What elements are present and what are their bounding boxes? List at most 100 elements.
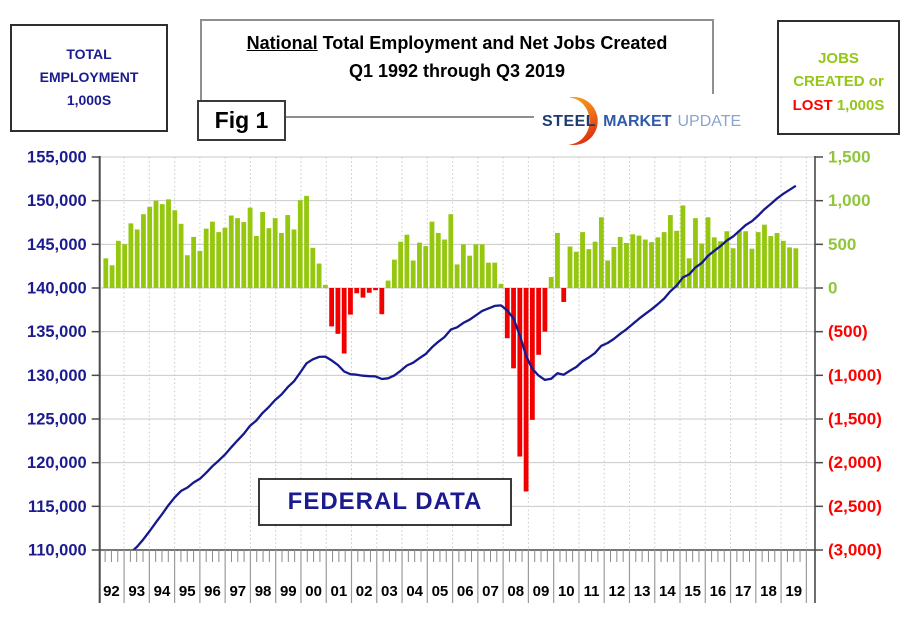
jobs-lost-bar	[354, 288, 360, 294]
jobs-created-bar	[266, 228, 272, 288]
jobs-created-bar	[486, 262, 491, 288]
chart-title-rest: Total Employment and Net Jobs Created	[317, 33, 668, 53]
jobs-created-bar	[705, 217, 711, 288]
jobs-lost-bar	[542, 288, 548, 332]
y-right-tick-label: (2,500)	[828, 497, 882, 516]
jobs-lost-bar	[366, 288, 372, 293]
jobs-created-bar	[210, 221, 215, 288]
year-label: 09	[533, 583, 550, 600]
jobs-lost-bar	[379, 288, 385, 315]
year-label: 94	[154, 583, 171, 600]
smu-logo: STEEL MARKET UPDATE	[534, 94, 741, 148]
chart-title: National Total Employment and Net Jobs C…	[202, 33, 712, 54]
jobs-created-bar	[391, 259, 397, 288]
jobs-created-bar	[291, 229, 297, 288]
jobs-created-bar	[103, 258, 109, 288]
jobs-created-bar	[272, 218, 278, 288]
year-label: 19	[785, 583, 802, 600]
year-label: 06	[457, 583, 474, 600]
jobs-created-bar	[460, 244, 466, 288]
y-gridlines	[99, 156, 815, 507]
y-right-tick-label: (500)	[828, 322, 868, 341]
year-label: 12	[608, 583, 625, 600]
y-left-tick-label: 115,000	[28, 498, 87, 516]
x-axis-ticks	[104, 550, 807, 603]
chart-title-emphasis: National	[246, 33, 318, 53]
right-axis-title-lost-word: LOST	[792, 96, 833, 114]
right-axis-title-line1: JOBS	[818, 50, 859, 67]
year-label: 93	[128, 583, 145, 600]
jobs-created-bar	[598, 217, 604, 288]
federal-data-label: FEDERAL DATA	[258, 478, 512, 526]
year-label: 97	[229, 583, 246, 600]
jobs-lost-bar	[335, 288, 341, 334]
jobs-created-bar	[724, 231, 730, 288]
jobs-created-bar	[718, 241, 723, 288]
jobs-created-bar	[755, 232, 761, 288]
year-label: 13	[634, 583, 651, 600]
employment-line-path	[131, 184, 797, 550]
net-jobs-bars	[103, 195, 799, 492]
jobs-lost-bar	[348, 288, 353, 315]
y-left-tick-label: 135,000	[27, 323, 87, 341]
jobs-created-bar	[492, 262, 498, 288]
jobs-created-bar	[636, 235, 642, 288]
jobs-created-bar	[548, 277, 554, 288]
jobs-created-bar	[611, 246, 617, 288]
jobs-created-bar	[605, 260, 611, 288]
jobs-created-bar	[398, 241, 404, 288]
jobs-created-bar	[580, 232, 585, 288]
right-axis-title-box: JOBS CREATED or LOST 1,000S	[777, 20, 900, 135]
right-axis-title-units: 1,000S	[836, 96, 885, 114]
jobs-lost-bar	[561, 288, 567, 302]
jobs-created-bar	[435, 232, 441, 288]
y-right-tick-label: (1,000)	[828, 366, 882, 385]
jobs-created-bar	[285, 215, 291, 288]
jobs-lost-bar	[504, 288, 510, 339]
jobs-created-bar	[749, 248, 755, 288]
jobs-created-bar	[109, 265, 115, 288]
jobs-created-bar	[316, 263, 322, 288]
year-label: 04	[406, 583, 423, 600]
y-left-tick-label: 120,000	[27, 454, 87, 472]
smu-logo-word-update: UPDATE	[677, 113, 742, 130]
jobs-created-bar	[423, 246, 429, 288]
jobs-created-bar	[630, 234, 636, 288]
year-label: 15	[684, 583, 701, 600]
x-axis-year-labels: 92 93 94 95 96 97 98 99 00 01 02 03 04 05 06 07 08 09 10 11…	[103, 583, 802, 600]
jobs-created-bar	[304, 195, 309, 288]
jobs-created-bar	[498, 283, 504, 288]
y-right-tick-label: (3,000)	[828, 541, 882, 560]
year-label: 16	[710, 583, 727, 600]
jobs-created-bar	[216, 232, 222, 288]
jobs-created-bar	[410, 260, 416, 288]
jobs-created-bar	[730, 248, 736, 288]
jobs-lost-bar	[329, 288, 335, 327]
chart-subtitle: Q1 1992 through Q3 2019	[348, 61, 566, 81]
jobs-created-bar	[762, 224, 767, 288]
jobs-created-bar	[586, 249, 592, 288]
jobs-lost-bar	[529, 288, 535, 420]
jobs-created-bar	[699, 243, 705, 288]
jobs-created-bar	[228, 215, 234, 288]
jobs-created-bar	[573, 251, 579, 288]
jobs-created-bar	[172, 210, 178, 288]
y-right-tick-label: (2,000)	[828, 453, 882, 472]
jobs-created-bar	[153, 200, 159, 288]
y-axis-labels-left: 155,000 150,000 145,000 140,000 135,000 130,0…	[27, 149, 87, 560]
jobs-created-bar	[203, 228, 209, 288]
jobs-created-bar	[768, 236, 774, 288]
jobs-created-bar	[253, 236, 259, 288]
jobs-created-bar	[128, 223, 134, 288]
year-label: 95	[179, 583, 196, 600]
y-axis-labels-right: 1,500 1,000 500 0 (500) (1,000) (1,500) (2,000)…	[828, 148, 882, 560]
jobs-created-bar	[642, 239, 648, 288]
jobs-created-bar	[780, 240, 786, 288]
jobs-created-bar	[297, 200, 303, 288]
jobs-created-bar	[442, 239, 447, 288]
jobs-lost-bar	[517, 288, 523, 457]
jobs-created-bar	[655, 237, 661, 288]
jobs-created-bar	[736, 230, 742, 288]
jobs-created-bar	[147, 206, 153, 288]
